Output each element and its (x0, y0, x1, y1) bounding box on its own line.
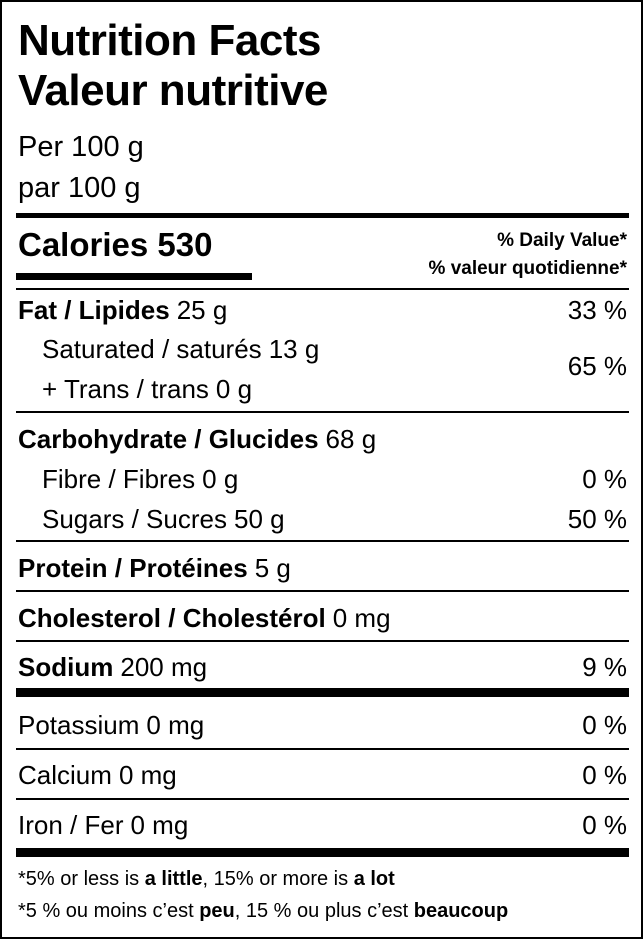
nutrient-name: Carbohydrate / Glucides (18, 423, 319, 454)
rule (16, 848, 629, 857)
nutrient: Sugars / Sucres 50 g (42, 504, 285, 535)
nutrient: Cholesterol / Cholestérol 0 mg (18, 603, 391, 634)
nutrient-amount: 0 mg (118, 759, 177, 790)
nutrient: Iron / Fer 0 mg (18, 810, 188, 841)
nutrient-row: Iron / Fer 0 mg 0 % (18, 807, 627, 843)
rule (16, 688, 629, 697)
nutrient: + Trans / trans 0 g (42, 374, 252, 405)
nutrient-row: Calcium 0 mg 0 % (18, 757, 627, 793)
nutrient-row: Sodium 200 mg 9 % (18, 649, 627, 685)
daily-value-header: % Daily Value* (497, 230, 627, 251)
footnote-text: peu (199, 900, 235, 922)
title: Valeur nutritive (18, 66, 328, 115)
nutrient-amount: 50 g (234, 503, 285, 534)
daily-value-percent: 0 % (582, 809, 627, 840)
nutrient-name: Sodium (18, 651, 114, 682)
nutrient-amount: 25 g (176, 294, 228, 325)
nutrient-row: Protein / Protéines 5 g (18, 550, 627, 586)
nutrient-name: Iron / Fer (18, 809, 124, 840)
nutrient-amount: 0 mg (130, 809, 189, 840)
daily-value-percent: 50 % (567, 503, 627, 534)
nutrient-amount: 13 g (268, 333, 320, 364)
nutrient: Saturated / saturés 13 g (42, 334, 319, 365)
footnote: *5 % ou moins c’est peu, 15 % ou plus c’… (18, 900, 508, 923)
nutrient-name: Calcium (18, 759, 112, 790)
nutrient-row: Potassium 0 mg 0 % (18, 707, 627, 743)
calories-amount: 530 (157, 226, 213, 263)
nutrient-name: Cholesterol / Cholestérol (18, 602, 326, 633)
nutrient-amount: 68 g (325, 423, 377, 454)
nutrient-row: Cholesterol / Cholestérol 0 mg (18, 600, 627, 636)
rule (16, 213, 629, 218)
rule (16, 590, 629, 592)
rule (16, 273, 252, 280)
rule (16, 748, 629, 750)
nutrient: Carbohydrate / Glucides 68 g (18, 424, 376, 455)
rule (16, 798, 629, 800)
nutrient-amount: 0 g (215, 373, 253, 404)
nutrient-amount: 0 mg (332, 602, 391, 633)
nutrient: Fibre / Fibres 0 g (42, 464, 238, 495)
daily-value-percent: 0 % (582, 759, 627, 790)
nutrient-amount: 0 g (202, 463, 239, 494)
nutrient-name: Fibre / Fibres (42, 463, 196, 494)
rule (16, 640, 629, 642)
daily-value-percent: 0 % (582, 463, 627, 494)
daily-value-percent: 9 % (582, 651, 627, 682)
serving: par 100 g (18, 172, 141, 204)
nutrient-name: Sugars / Sucres (42, 503, 227, 534)
nutrient-name: + Trans / trans (42, 373, 209, 404)
calories-label: Calories (18, 226, 149, 263)
nutrient-name: Potassium (18, 709, 140, 740)
nutrient-row: Saturated / saturés 13 g 65 % (42, 331, 627, 382)
calories: Calories 530 (18, 226, 212, 264)
daily-value-header: % valeur quotidienne* (428, 258, 627, 279)
nutrient-row: Sugars / Sucres 50 g 50 % (42, 501, 627, 537)
nutrient-amount: 200 mg (120, 651, 208, 682)
nutrient-row: Fat / Lipides 25 g 33 % (18, 292, 627, 328)
footnote: *5% or less is a little, 15% or more is … (18, 868, 395, 891)
nutrient-amount: 0 mg (146, 709, 205, 740)
footnote-text: , 15% or more is (202, 868, 354, 890)
daily-value-percent: 65 % (567, 351, 627, 381)
nutrient-row: + Trans / trans 0 g (42, 371, 627, 407)
serving: Per 100 g (18, 131, 144, 163)
nutrient: Protein / Protéines 5 g (18, 553, 291, 584)
nutrient-name: Protein / Protéines (18, 552, 248, 583)
daily-value-percent: 0 % (582, 709, 627, 740)
footnote-text: , 15 % ou plus c’est (234, 900, 414, 922)
nutrient: Calcium 0 mg (18, 760, 177, 791)
nutrient-row: Carbohydrate / Glucides 68 g (18, 421, 627, 457)
footnote-text: *5% or less is (18, 868, 145, 890)
nutrient-name: Fat / Lipides (18, 294, 170, 325)
rule (16, 288, 629, 290)
nutrient: Fat / Lipides 25 g (18, 295, 227, 326)
nutrient: Potassium 0 mg (18, 710, 204, 741)
nutrient-amount: 5 g (254, 552, 291, 583)
footnote-text: a lot (353, 868, 395, 890)
footnote-text: *5 % ou moins c’est (18, 900, 200, 922)
footnote-text: beaucoup (413, 900, 509, 922)
nutrient-name: Saturated / saturés (42, 333, 262, 364)
title: Nutrition Facts (18, 16, 321, 65)
daily-value-percent: 33 % (567, 294, 627, 325)
rule (16, 540, 629, 542)
nutrient-row: Fibre / Fibres 0 g 0 % (42, 461, 627, 497)
rule (16, 411, 629, 413)
footnote-text: a little (144, 868, 203, 890)
nutrient: Sodium 200 mg (18, 652, 207, 683)
